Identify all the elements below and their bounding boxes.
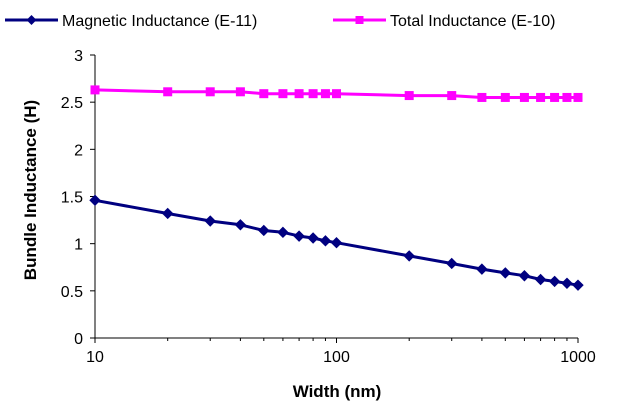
data-point (235, 87, 245, 97)
series-total (90, 85, 583, 102)
x-tick-label: 10 (86, 349, 104, 366)
data-point (161, 207, 174, 220)
data-point (404, 91, 414, 101)
data-point (293, 230, 305, 242)
legend-marker (26, 15, 37, 25)
data-point (294, 89, 304, 99)
data-point (534, 273, 547, 286)
data-point (205, 87, 215, 97)
data-point (204, 215, 216, 227)
data-point (89, 194, 101, 206)
data-point (446, 257, 458, 270)
legend-item: Total Inductance (E-10) (333, 13, 555, 30)
data-point (403, 250, 415, 262)
y-tick-label: 0 (74, 331, 83, 348)
y-tick-label: 1 (74, 237, 83, 254)
data-point (259, 89, 269, 99)
legend: Magnetic Inductance (E-11) Total Inductan… (5, 13, 555, 30)
data-point (476, 263, 488, 275)
series-magnetic (89, 194, 584, 291)
x-tick-label: 100 (323, 349, 350, 366)
y-tick-label: 1.5 (61, 190, 83, 207)
data-point (572, 279, 584, 291)
legend-label: Magnetic Inductance (E-11) (62, 13, 257, 30)
data-point (447, 91, 457, 101)
tick-labels: 0 0.5 1 1.5 2 2.5 3 10 100 1000 (61, 48, 596, 366)
data-point (561, 277, 573, 289)
legend-item: Magnetic Inductance (E-11) (5, 13, 257, 30)
data-point (477, 92, 487, 102)
data-point (562, 92, 572, 102)
data-point (518, 270, 531, 282)
data-point (234, 219, 247, 231)
series-layer (89, 85, 584, 291)
data-point (278, 89, 288, 99)
data-point (550, 92, 560, 102)
data-point (258, 224, 270, 237)
data-point (163, 87, 173, 97)
data-point (499, 267, 512, 279)
y-axis-title: Bundle Inductance (H) (21, 100, 40, 280)
y-tick-label: 0.5 (61, 284, 83, 301)
legend-label: Total Inductance (E-10) (390, 13, 555, 30)
data-point (548, 275, 561, 288)
data-point (319, 235, 332, 247)
data-point (536, 92, 546, 102)
x-axis-title: Width (nm) (293, 382, 382, 401)
data-point (500, 92, 510, 102)
data-point (277, 226, 289, 239)
data-point (332, 89, 341, 99)
legend-marker (355, 16, 364, 24)
y-tick-label: 2.5 (61, 95, 83, 112)
x-tick-label: 1000 (560, 349, 596, 366)
data-point (519, 92, 529, 102)
data-point (90, 85, 100, 95)
data-point (320, 89, 330, 99)
y-tick-label: 3 (74, 48, 83, 65)
data-point (307, 232, 319, 244)
data-point (308, 89, 318, 99)
data-point (573, 92, 583, 102)
data-point (330, 237, 343, 249)
y-tick-label: 2 (74, 142, 83, 159)
